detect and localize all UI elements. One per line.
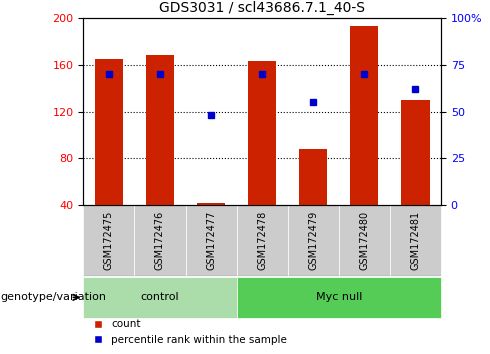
Text: GSM172479: GSM172479 [308,211,318,270]
Legend: count, percentile rank within the sample: count, percentile rank within the sample [89,315,292,349]
Bar [288,205,339,276]
Bar [186,205,237,276]
Bar [401,100,430,205]
Bar [248,61,276,205]
Bar [197,203,225,205]
Text: GSM172478: GSM172478 [257,211,267,270]
Bar [350,26,378,205]
Text: genotype/variation: genotype/variation [0,292,106,302]
Bar [339,205,390,276]
Bar [134,205,186,276]
Title: GDS3031 / scl43686.7.1_40-S: GDS3031 / scl43686.7.1_40-S [159,1,365,15]
Text: Myc null: Myc null [316,292,362,302]
Text: GSM172480: GSM172480 [359,211,369,270]
Bar [299,149,327,205]
Bar [95,59,123,205]
Text: GSM172476: GSM172476 [155,211,165,270]
Text: GSM172481: GSM172481 [411,211,420,270]
Bar [146,55,174,205]
Text: control: control [141,292,179,302]
Bar [237,277,441,318]
Bar [237,205,288,276]
Bar [83,205,134,276]
Text: GSM172475: GSM172475 [104,211,114,270]
Bar [83,277,237,318]
Bar [390,205,441,276]
Text: GSM172477: GSM172477 [206,211,216,270]
